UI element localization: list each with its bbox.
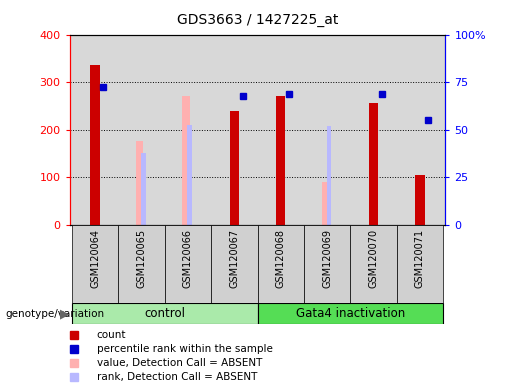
FancyBboxPatch shape: [397, 225, 443, 303]
Bar: [327, 126, 331, 225]
Text: control: control: [144, 308, 185, 320]
Bar: [415, 175, 424, 225]
FancyBboxPatch shape: [165, 225, 211, 303]
Bar: [321, 182, 329, 225]
Bar: [182, 96, 190, 225]
FancyBboxPatch shape: [118, 225, 165, 303]
FancyBboxPatch shape: [350, 225, 397, 303]
Text: genotype/variation: genotype/variation: [5, 309, 104, 319]
Bar: [91, 65, 100, 225]
Text: GSM120068: GSM120068: [276, 228, 286, 288]
FancyBboxPatch shape: [72, 225, 118, 303]
Text: Gata4 inactivation: Gata4 inactivation: [296, 308, 405, 320]
Text: GDS3663 / 1427225_at: GDS3663 / 1427225_at: [177, 13, 338, 27]
FancyBboxPatch shape: [304, 225, 350, 303]
Text: value, Detection Call = ABSENT: value, Detection Call = ABSENT: [97, 358, 262, 368]
Bar: [276, 96, 285, 225]
Bar: [187, 125, 192, 225]
Bar: [136, 141, 143, 225]
Bar: [369, 103, 378, 225]
Text: count: count: [97, 330, 126, 340]
Bar: [230, 111, 239, 225]
FancyBboxPatch shape: [258, 303, 443, 324]
Text: GSM120070: GSM120070: [369, 228, 379, 288]
Text: percentile rank within the sample: percentile rank within the sample: [97, 344, 273, 354]
FancyBboxPatch shape: [72, 303, 258, 324]
Text: GSM120066: GSM120066: [183, 228, 193, 288]
Text: ▶: ▶: [60, 308, 69, 320]
Bar: [141, 153, 146, 225]
Text: rank, Detection Call = ABSENT: rank, Detection Call = ABSENT: [97, 372, 257, 382]
Text: GSM120067: GSM120067: [229, 228, 239, 288]
Text: GSM120069: GSM120069: [322, 228, 332, 288]
FancyBboxPatch shape: [211, 225, 258, 303]
Text: GSM120071: GSM120071: [415, 228, 425, 288]
FancyBboxPatch shape: [258, 225, 304, 303]
Text: GSM120064: GSM120064: [90, 228, 100, 288]
Text: GSM120065: GSM120065: [136, 228, 146, 288]
